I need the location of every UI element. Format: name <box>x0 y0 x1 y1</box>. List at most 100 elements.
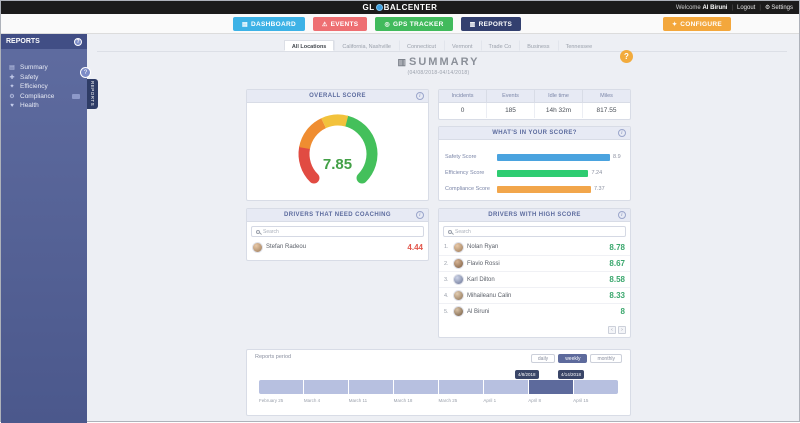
help-button[interactable]: ? <box>620 50 633 63</box>
tab-location-3[interactable]: Vermont <box>444 40 480 51</box>
info-icon[interactable]: i <box>416 211 424 219</box>
efficiency-score-value: 7.24 <box>591 170 603 176</box>
weekly-button[interactable]: weekly <box>558 354 588 363</box>
coaching-search <box>251 226 424 237</box>
sidebar-item-health[interactable]: ♥ Health <box>1 101 87 111</box>
summary-chart-icon: ▥ <box>397 57 407 67</box>
timeline-segment[interactable] <box>349 380 393 394</box>
stat-label-events: Events <box>487 90 535 102</box>
content-area: All Locations California, Nashville Conn… <box>87 34 799 421</box>
driver-rank: 4. <box>444 292 449 299</box>
prev-page-button[interactable]: ‹ <box>608 326 616 334</box>
period-end-tooltip: 4/14/2018 <box>558 370 585 379</box>
efficiency-icon: ✦ <box>9 84 15 91</box>
driver-row[interactable]: 3. Karl Dilton 8.58 <box>439 271 630 287</box>
stat-label-miles: Miles <box>600 93 613 99</box>
nav-reports-button[interactable]: ▥ REPORTS <box>460 17 522 31</box>
driver-name: Flavio Rossi <box>467 260 500 267</box>
efficiency-score-row: Efficiency Score 7.24 <box>445 169 603 177</box>
tab-all-locations[interactable]: All Locations <box>283 40 335 51</box>
pagination: ‹ › <box>608 326 626 334</box>
next-page-button[interactable]: › <box>618 326 626 334</box>
info-icon[interactable]: i <box>618 211 626 219</box>
score-bars: Safety Score 8.9 Efficiency Score 7.24 C… <box>439 140 630 197</box>
tab-location-4[interactable]: Trade Co <box>480 40 520 51</box>
timeline-segment[interactable] <box>484 380 528 394</box>
daily-button[interactable]: daily <box>530 354 556 363</box>
driver-row[interactable]: 2. Flavio Rossi 8.67 <box>439 255 630 271</box>
info-icon[interactable]: i <box>416 92 424 100</box>
brand-suffix: BALCENTER <box>383 3 438 12</box>
driver-score: 8.67 <box>609 259 625 268</box>
date-range-subtitle: (04/08/2018-04/14/2018) <box>407 70 470 76</box>
driver-name: Karl Dilton <box>467 276 495 283</box>
card-header: DRIVERS WITH HIGH SCORE i <box>439 209 630 222</box>
driver-rank: 2. <box>444 260 449 267</box>
high-score-search <box>443 226 626 237</box>
coaching-list: Stefan Radeou 4.44 <box>247 239 428 255</box>
high-score-search-input[interactable] <box>455 228 621 235</box>
driver-rank: 3. <box>444 276 449 283</box>
driver-score: 8.58 <box>609 275 625 284</box>
welcome-text: Welcome Al Biruni <box>675 4 728 11</box>
tab-location-6[interactable]: Tennessee <box>557 40 601 51</box>
timeline-segment[interactable] <box>439 380 483 394</box>
timeline-segment[interactable] <box>574 380 618 394</box>
driver-avatar <box>252 241 263 253</box>
driver-avatar <box>453 241 464 253</box>
driver-score: 8.33 <box>609 291 625 300</box>
coaching-search-input[interactable] <box>263 228 419 235</box>
timeline-axis: February 25 March 4 March 11 March 18 Ma… <box>259 398 589 403</box>
tab-location-2[interactable]: Connecticut <box>398 40 444 51</box>
compliance-badge <box>72 93 80 99</box>
driver-row[interactable]: 5. Al Biruni 8 <box>439 303 630 319</box>
sidebar-item-efficiency[interactable]: ✦ Efficiency <box>9 83 48 91</box>
search-icon <box>448 229 452 234</box>
timeline-segment[interactable] <box>304 380 348 394</box>
safety-score-bar <box>497 153 611 161</box>
location-icon: ◎ <box>384 21 390 28</box>
sidebar-item-safety[interactable]: ✚ Safety <box>9 73 39 81</box>
card-header: DRIVERS THAT NEED COACHING i <box>247 209 428 222</box>
stat-value-events: 185 <box>487 103 535 118</box>
tab-location-5[interactable]: Business <box>519 40 557 51</box>
sidebar-item-compliance[interactable]: ⚙ Compliance <box>1 92 87 102</box>
health-icon: ♥ <box>10 102 14 109</box>
driver-rank: 1. <box>444 244 449 250</box>
topbar: GL BALCENTER Welcome Al Biruni | Logout … <box>1 1 799 14</box>
reports-sidebar: REPORTS ? ▤ Summary ✚ Safety ✦ Efficienc… <box>1 34 87 423</box>
sidebar-help-icon[interactable]: ? <box>80 67 91 78</box>
monthly-button[interactable]: monthly <box>590 354 622 363</box>
tab-location-1[interactable]: California, Nashville <box>334 40 399 51</box>
driver-row[interactable]: 1. Nolan Ryan 8.78 <box>439 239 630 255</box>
info-icon[interactable]: i <box>618 129 626 137</box>
nav-dashboard-button[interactable]: ▤ DASHBOARD <box>233 17 305 31</box>
configure-icon: ✦ <box>671 21 678 28</box>
divider: | <box>731 4 733 11</box>
nav-gps-tracker-button[interactable]: ◎ GPS TRACKER <box>375 17 453 31</box>
help-circle-icon[interactable]: ? <box>74 37 82 46</box>
sidebar-header: REPORTS ? <box>1 34 87 49</box>
logout-link[interactable]: Logout <box>737 4 756 11</box>
gear-icon: ⚙ <box>764 5 771 11</box>
sidebar-item-summary[interactable]: ▤ Summary <box>9 64 48 72</box>
stat-value-idle-time: 14h 32m <box>535 103 583 118</box>
safety-score-value: 8.9 <box>613 154 621 160</box>
driver-avatar <box>453 290 464 301</box>
location-tabs: All Locations California, Nashville Conn… <box>97 40 787 52</box>
nav-configure-button[interactable]: ✦ CONFIGURE <box>662 17 731 31</box>
gauge-arc <box>298 114 377 184</box>
sidebar-collapse-handle[interactable]: REPORTS <box>87 79 98 109</box>
timeline-segment[interactable] <box>394 380 438 394</box>
brand-logo: GL BALCENTER <box>1 1 799 14</box>
timeline-segment[interactable] <box>259 380 303 394</box>
driver-row[interactable]: 4. Mihaileanu Calin 8.33 <box>439 287 630 303</box>
timeline-segment-selected[interactable] <box>529 380 573 394</box>
nav-events-button[interactable]: ⚠ EVENTS <box>312 17 368 31</box>
stat-label-incidents: Incidents <box>439 90 487 102</box>
safety-icon: ✚ <box>9 74 15 81</box>
stat-label-idle-time: Idle time <box>535 90 583 102</box>
driver-row[interactable]: Stefan Radeou 4.44 <box>247 239 428 255</box>
search-icon <box>256 229 260 234</box>
settings-link[interactable]: ⚙ Settings <box>764 4 793 12</box>
